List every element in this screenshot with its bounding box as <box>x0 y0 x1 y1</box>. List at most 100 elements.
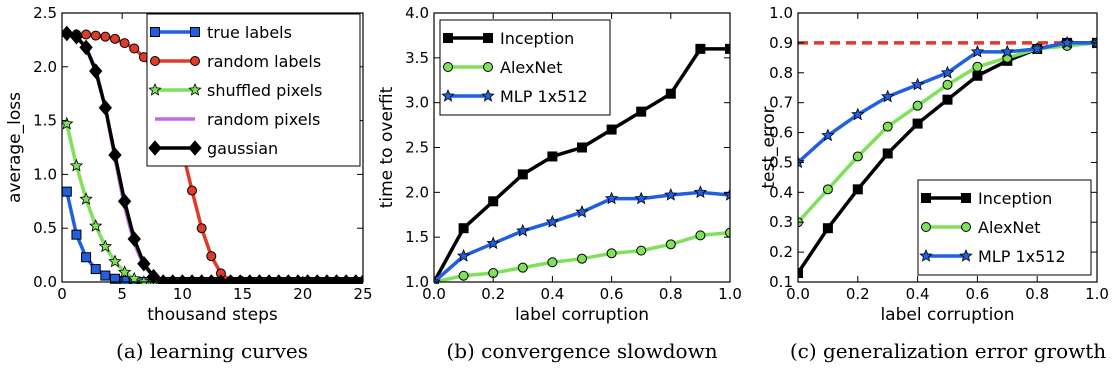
x-tick-label: 1.0 <box>1085 285 1109 303</box>
legend-marker <box>150 27 160 37</box>
chart-panel-3: 0.0 0.2 0.4 0.6 0.8 1.0 0.1 0.2 0.3 0.4 0.5 0.6 0.7 0… <box>759 4 1109 363</box>
x-tick-label: 10 <box>173 285 192 303</box>
data-point <box>577 253 587 264</box>
data-point <box>798 155 805 169</box>
data-point <box>851 107 865 121</box>
data-point <box>109 33 120 44</box>
legend-entry: MLP 1x512 <box>978 247 1066 266</box>
data-point <box>882 148 893 159</box>
legend-marker <box>148 140 162 156</box>
y-tick-label: 0.5 <box>33 219 57 237</box>
series-group <box>798 35 1097 279</box>
data-point <box>547 257 558 268</box>
y-tick-label: 1.5 <box>33 112 57 130</box>
legend-marker <box>148 82 162 96</box>
data-point <box>81 29 92 40</box>
y-axis-label: test_error <box>759 106 779 188</box>
x-tick-label: 0.8 <box>659 285 683 303</box>
y-tick-label: 2.0 <box>405 183 429 201</box>
x-tick-label: 0.0 <box>786 285 810 303</box>
chart-panel-1: 0 5 10 15 20 25 0.0 0.5 1.0 1.5 2.0 2.5 thousand ste… <box>5 4 373 363</box>
data-point <box>98 239 113 253</box>
x-tick-label: 0.4 <box>540 285 564 303</box>
data-point <box>71 229 82 240</box>
x-axis-label: thousand steps <box>147 305 278 325</box>
data-point <box>882 121 893 132</box>
data-point <box>98 99 113 116</box>
data-point <box>798 268 803 279</box>
data-point <box>664 187 678 201</box>
legend-entry: AlexNet <box>500 58 563 77</box>
data-point <box>108 147 122 163</box>
data-point <box>100 31 111 42</box>
legend-entry: AlexNet <box>978 218 1041 237</box>
data-point <box>456 248 471 262</box>
data-point <box>665 239 676 250</box>
legend-marker <box>188 140 202 156</box>
panel-caption: (a) learning curves <box>116 339 308 363</box>
data-point <box>577 142 587 153</box>
data-point <box>1060 35 1074 49</box>
data-point <box>634 191 648 205</box>
data-point <box>187 185 198 196</box>
y-tick-label: 1.0 <box>33 165 57 183</box>
data-point <box>69 158 84 172</box>
data-point <box>108 254 122 268</box>
data-point <box>69 28 84 45</box>
data-point <box>942 94 953 105</box>
legend-marker <box>190 27 200 37</box>
data-point <box>972 70 983 81</box>
x-tick-label: 0.2 <box>846 285 870 303</box>
data-point <box>606 248 617 259</box>
data-point <box>517 262 528 273</box>
legend-marker <box>443 62 453 72</box>
data-point <box>942 79 953 90</box>
legend-entry: gaussian <box>207 139 278 158</box>
data-point <box>972 61 983 72</box>
legend-entry: true labels <box>207 23 292 42</box>
y-tick-label: 1.0 <box>405 273 429 291</box>
legend-marker <box>188 82 202 96</box>
legend-marker <box>921 193 931 203</box>
data-point <box>137 255 151 272</box>
x-axis-label: label corruption <box>880 305 1014 325</box>
legend: true labels random labels shuffled pixels r… <box>146 13 361 167</box>
data-point <box>725 227 730 238</box>
data-point <box>79 192 93 205</box>
data-point <box>852 184 863 195</box>
legend-entry: random labels <box>207 52 321 71</box>
x-tick-label: 0.6 <box>600 285 624 303</box>
data-point <box>90 264 101 275</box>
data-point <box>880 89 895 103</box>
data-point <box>89 63 103 79</box>
data-point <box>940 65 955 79</box>
y-tick-label: 3.0 <box>405 94 429 112</box>
x-tick-label: 0.2 <box>481 285 505 303</box>
data-point <box>695 43 706 54</box>
legend: Inception AlexNet MLP 1x512 <box>439 19 611 116</box>
data-point <box>575 205 589 218</box>
x-tick-label: 0.6 <box>965 285 989 303</box>
x-tick-label: 20 <box>293 285 312 303</box>
data-point <box>725 43 730 54</box>
y-tick-label: 2.5 <box>405 139 429 157</box>
data-point <box>517 169 528 180</box>
data-point <box>79 39 93 56</box>
data-point <box>127 231 141 247</box>
y-tick-label: 0.8 <box>769 64 793 82</box>
data-point <box>196 223 207 234</box>
y-axis-label: time to overfit <box>377 86 397 208</box>
axes-frame <box>61 12 364 283</box>
data-point <box>723 187 730 201</box>
data-point <box>545 214 560 228</box>
x-tick-label: 0 <box>57 285 67 303</box>
series-group <box>434 43 730 284</box>
panel-caption: (c) generalization error growth <box>790 339 1106 363</box>
legend-entry: shuffled pixels <box>207 81 322 100</box>
legend-entry: MLP 1x512 <box>500 87 588 106</box>
legend-marker <box>150 56 160 66</box>
y-tick-label: 0.0 <box>33 273 57 291</box>
x-tick-label: 25 <box>353 285 372 303</box>
data-point <box>81 252 92 263</box>
data-point <box>117 193 132 210</box>
